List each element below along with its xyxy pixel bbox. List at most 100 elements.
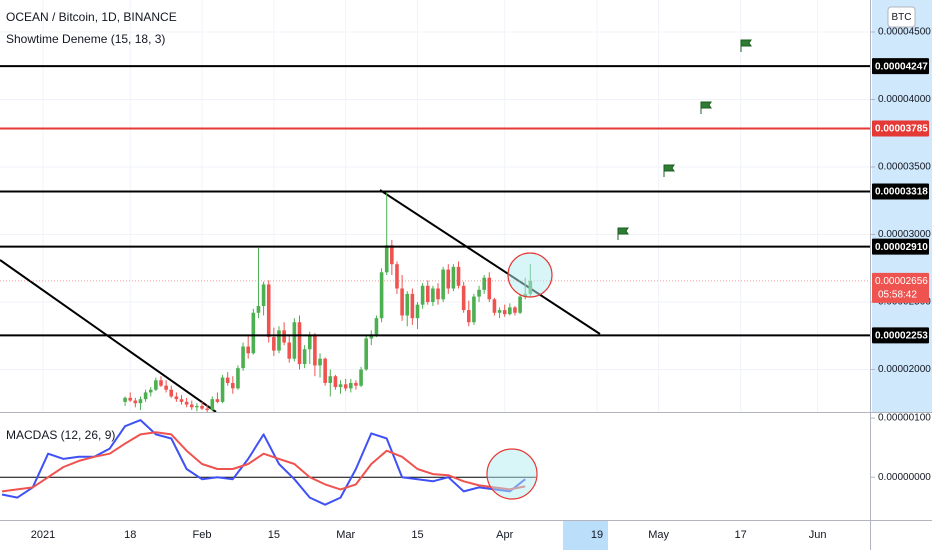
x-tick-label: 19 [591,529,603,541]
level-label: 0.00002910 [875,242,928,253]
highlight-circle [486,448,538,500]
candle-body [261,284,266,307]
candle-body [400,288,404,316]
candle-body [210,399,215,410]
candle-body [266,284,271,338]
last-price-label: 0.00002656 [875,276,928,287]
candle-body [354,382,358,386]
candle-body [369,334,374,339]
x-tick-label: May [648,529,669,541]
flag [663,164,675,177]
candle-body [236,368,240,389]
y-tick-label: 0.00002000 [878,364,931,375]
candle-body [349,382,353,389]
level-label-box [872,183,929,200]
level-label-box [872,58,929,75]
candle-body [364,338,368,370]
chart-title: OCEAN / Bitcoin, 1D, BINANCE [6,10,177,24]
candle-body [472,296,476,323]
candle-body [318,358,322,366]
y-tick-label: 0.00004500 [878,27,931,38]
candle-body [456,266,461,286]
unit-button[interactable] [887,6,916,28]
candle-body [133,400,138,404]
x-tick-label: Apr [496,529,513,541]
candle-body [395,264,399,289]
candle-body [508,307,512,315]
candle-body [502,310,507,315]
candle-body [287,342,292,359]
level-label: 0.00003785 [875,124,928,135]
x-tick-label: Mar [336,529,355,541]
candle-body [272,337,276,351]
candle-body [205,408,209,410]
candle-body [446,269,451,289]
candle-body [374,318,379,335]
candle-body [154,380,158,390]
trend-line [379,189,601,335]
candle-body [277,330,281,351]
candle-body [302,349,307,365]
candle-body [200,405,204,409]
candle-body [492,299,497,313]
level-label: 0.00003318 [875,187,928,198]
candle-body [159,380,163,386]
candle-body [246,346,250,354]
last-price-box [872,272,929,303]
candle-body [379,272,384,319]
candle-body [477,289,481,297]
candle-body [231,382,235,389]
candle-body [128,397,133,401]
unit-label[interactable]: BTC [892,12,912,23]
candle-body [466,310,471,323]
level-label-box [872,120,929,137]
candle-body [251,312,256,354]
flag [700,101,712,114]
candle-body [164,385,168,390]
macd-line [1,431,526,493]
candle-body [307,335,312,350]
candle-body [313,335,317,366]
candle-body [461,285,466,311]
flag [617,227,629,240]
level-label: 0.00004247 [875,61,928,72]
x-tick-label: 17 [735,529,747,541]
date-highlight [563,520,608,550]
candle-body [518,296,522,313]
macd-title: MACDAS (12, 26, 9) [6,428,115,442]
x-tick-label: Feb [193,529,212,541]
candle-body [143,392,148,400]
candle-body [384,245,389,273]
candle-body [195,405,199,408]
candle-body [292,322,297,359]
candle-body [189,404,194,408]
candle-body [123,397,127,402]
candle-body [184,401,189,405]
highlight-circle [507,252,553,298]
candle-body [425,285,430,302]
y-tick-label: 0.00003500 [878,162,931,173]
candle-body [497,310,502,313]
indicator-title: Showtime Deneme (15, 18, 3) [6,32,165,46]
candle-body [225,377,230,383]
candle-body [174,396,179,400]
candle-body [487,277,492,300]
level-label: 0.00002253 [875,330,928,341]
x-tick-label: 15 [268,529,280,541]
macd-line [1,419,526,506]
flags [617,39,752,240]
y-tick-label: 0.00004000 [878,94,931,105]
candle-body [297,322,302,365]
x-tick-label: Jun [809,529,827,541]
level-label-box [872,327,929,344]
candle-body [241,346,245,369]
candle-body [138,399,143,404]
candle-body [420,285,425,305]
candle-body [256,306,261,313]
candle-body [451,266,456,289]
y-tick-label: 0.00000000 [878,472,931,483]
candle-body [179,399,184,402]
y-tick-label: 0.00000100 [878,413,931,424]
flag [740,39,752,52]
